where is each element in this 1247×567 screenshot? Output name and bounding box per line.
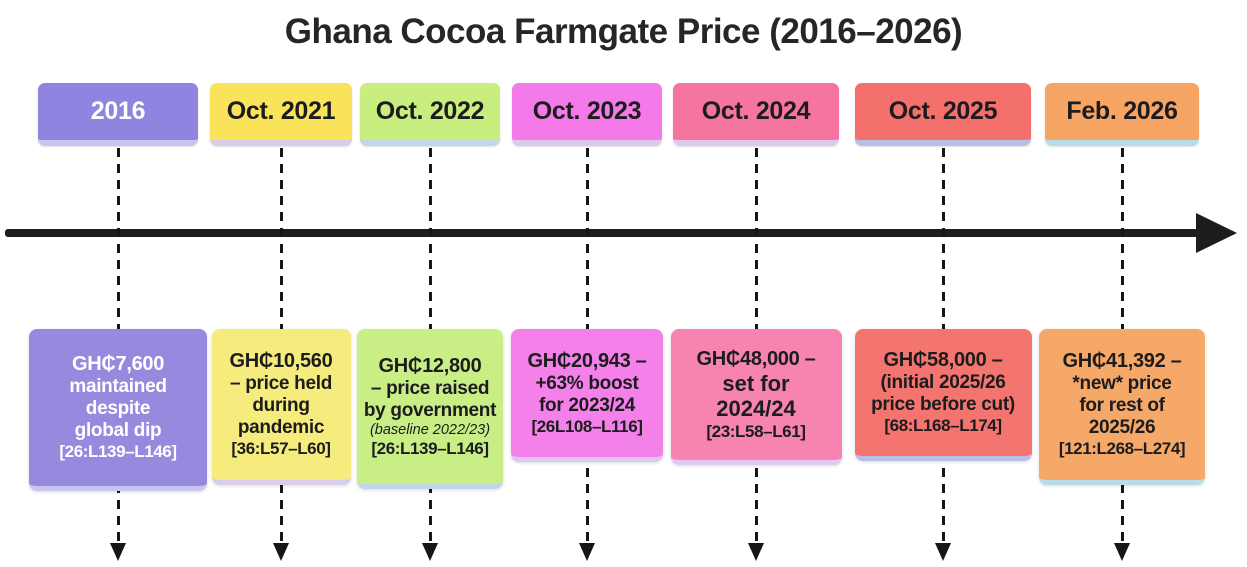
down-arrowhead-icon [273,543,289,561]
event-card-line: set for [722,370,790,396]
event-card-line: 2024/24 [716,396,796,422]
event-card-citation: [23:L58–L61] [706,421,806,441]
event-card-price: GH₵58,000 – [883,349,1003,372]
date-label-text: Oct. 2024 [701,97,811,125]
event-card-line: despite [85,398,151,420]
event-card-price: GH₵10,560 [229,350,333,372]
event-card-price: GH₵48,000 – [696,347,816,370]
date-label: 2016 [38,83,198,146]
event-card-line: – price held [230,373,332,395]
event-card-line: for 2023/24 [539,394,635,416]
event-card-line: pandemic [237,417,325,439]
event-card-price: GH₵41,392 – [1062,350,1182,372]
date-label-text: Oct. 2022 [375,97,485,125]
date-label-text: Feb. 2026 [1066,97,1178,125]
event-card-price: GH₵12,800 [378,354,482,377]
event-card-line: maintained [69,376,167,398]
down-arrowhead-icon [1114,543,1130,561]
event-card-citation: [26:L139–L146] [371,438,489,458]
date-label: Feb. 2026 [1045,83,1199,146]
date-label: Oct. 2023 [512,83,662,146]
down-arrowhead-icon [935,543,951,561]
down-arrowhead-icon [422,543,438,561]
event-card: GH₵48,000 – set for 2024/24 [23:L58–L61] [670,329,842,465]
event-card-note: (baseline 2022/23) [369,421,491,438]
event-card: GH₵41,392 – *new* price for rest of 2025/2… [1039,329,1205,485]
event-card-line: – price raised [370,377,490,399]
date-label-text: 2016 [90,97,146,125]
timeline-axis-line [5,229,1198,237]
event-card: GH₵12,800 – price raised by government (ba… [357,329,503,489]
event-card-line: price before cut) [871,394,1015,416]
event-card-line: during [252,395,310,417]
event-card-citation: [36:L57–L60] [231,439,331,459]
event-card: GH₵20,943 – +63% boost for 2023/24 [26L10… [511,329,663,462]
event-card-line: global dip [74,420,162,442]
event-card-line: 2025/26 [1088,417,1156,439]
date-label-text: Oct. 2023 [532,97,642,125]
event-card-line: +63% boost [535,372,639,394]
event-card-price: GH₵20,943 – [527,349,647,372]
event-card: GH₵58,000 – (initial 2025/26 price before… [854,329,1032,461]
event-card-citation: [26L108–L116] [531,416,643,436]
timeline-axis-arrowhead-icon [1196,213,1237,253]
date-label: Oct. 2025 [855,83,1031,146]
down-arrowhead-icon [748,543,764,561]
date-label: Oct. 2021 [210,83,352,146]
event-card-line: by government [363,399,497,421]
page-title: Ghana Cocoa Farmgate Price (2016–2026) [284,12,963,51]
event-card-line: (initial 2025/26 [880,372,1006,394]
event-card-citation: [68:L168–L174] [884,416,1002,436]
event-card: GH₵7,600 maintained despite global dip [26… [29,329,207,491]
date-label-text: Oct. 2025 [888,97,998,125]
down-arrowhead-icon [579,543,595,561]
event-card: GH₵10,560 – price held during pandemic [36… [211,329,351,485]
event-card-line: for rest of [1079,395,1165,417]
date-label: Oct. 2024 [673,83,839,146]
event-card-citation: [26:L139–L146] [59,442,177,462]
event-card-price: GH₵7,600 [71,353,165,375]
date-label: Oct. 2022 [360,83,500,146]
event-card-line: *new* price [1072,373,1172,395]
down-arrowhead-icon [110,543,126,561]
date-label-text: Oct. 2021 [226,97,336,125]
event-card-citation: [121:L268–L274] [1058,439,1186,459]
